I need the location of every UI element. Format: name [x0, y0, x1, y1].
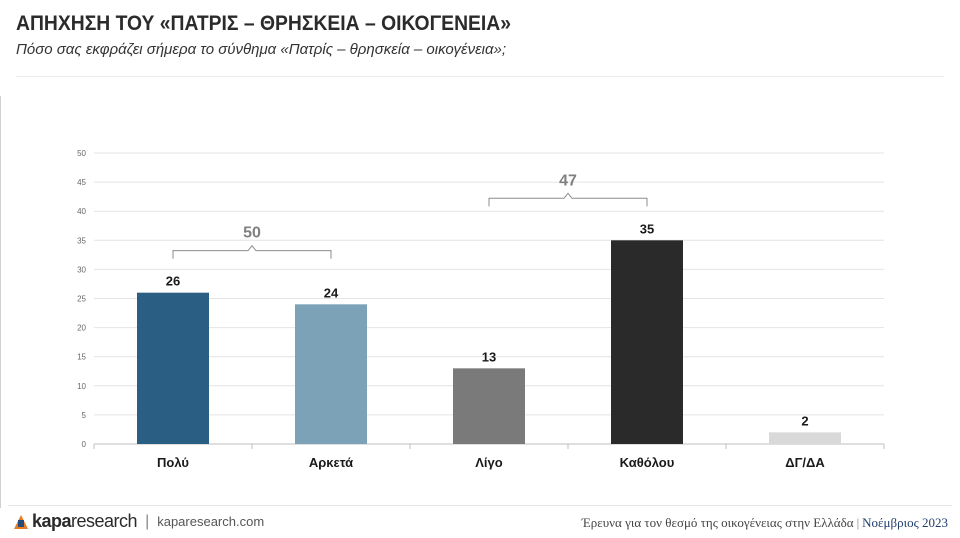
footer-date: Νοέμβριος 2023 [862, 515, 948, 530]
category-label: Λίγο [475, 455, 503, 470]
group-total-label: 50 [243, 225, 261, 242]
y-tick-label: 15 [77, 353, 86, 362]
category-label: Πολύ [157, 455, 189, 470]
footer-note-text: Έρευνα για τον θεσμό της οικογένειας στη… [581, 515, 854, 530]
footer-divider [8, 505, 952, 506]
brand-name-bold: kapa [32, 511, 72, 531]
footer-note-separator: | [856, 515, 860, 530]
y-tick-label: 50 [77, 149, 86, 158]
data-label: 13 [482, 349, 496, 364]
bar [611, 240, 683, 444]
data-label: 24 [324, 285, 339, 300]
footer-note: Έρευνα για τον θεσμό της οικογένειας στη… [582, 515, 948, 531]
data-label: 26 [166, 274, 180, 289]
brand-name: kaparesearch [32, 511, 138, 532]
brand-separator: | [145, 512, 150, 530]
bar [769, 432, 841, 444]
header-divider [16, 76, 944, 77]
bar [453, 368, 525, 444]
brand-url[interactable]: kaparesearch.com [157, 514, 265, 529]
y-tick-label: 30 [77, 265, 86, 274]
y-tick-label: 40 [77, 207, 86, 216]
group-total-label: 47 [559, 172, 577, 189]
y-tick-label: 20 [77, 324, 86, 333]
y-tick-label: 0 [82, 440, 87, 449]
group-bracket [488, 192, 648, 207]
data-label: 35 [640, 221, 654, 236]
category-label: ΔΓ/ΔΑ [785, 455, 825, 470]
bar-chart: 0 5 10 15 20 25 30 35 40 45 50 26 Πολύ 24 Αρκετά 13 Λίγο… [77, 149, 885, 470]
y-tick-label: 10 [77, 382, 86, 391]
bar [137, 292, 209, 444]
y-tick-label: 45 [77, 178, 86, 187]
bar [295, 304, 367, 444]
data-label: 2 [801, 413, 808, 428]
category-label: Αρκετά [309, 455, 353, 470]
category-label: Καθόλου [620, 455, 675, 470]
kapa-logo-icon [14, 514, 28, 529]
page-subtitle: Πόσο σας εκφράζει σήμερα το σύνθημα «Πατ… [16, 41, 507, 58]
brand-name-rest: research [71, 511, 138, 531]
y-tick-label: 25 [77, 295, 86, 304]
group-bracket [172, 244, 332, 259]
left-edge-line [0, 96, 1, 508]
page-title: ΑΠΗΧΗΣΗ ΤΟΥ «ΠΑΤΡΙΣ – ΘΡΗΣΚΕΙΑ – ΟΙΚΟΓΕΝ… [16, 12, 511, 35]
y-tick-label: 35 [77, 236, 86, 245]
y-tick-label: 5 [82, 411, 87, 420]
brand-logo: kaparesearch | kaparesearch.com [14, 511, 264, 532]
